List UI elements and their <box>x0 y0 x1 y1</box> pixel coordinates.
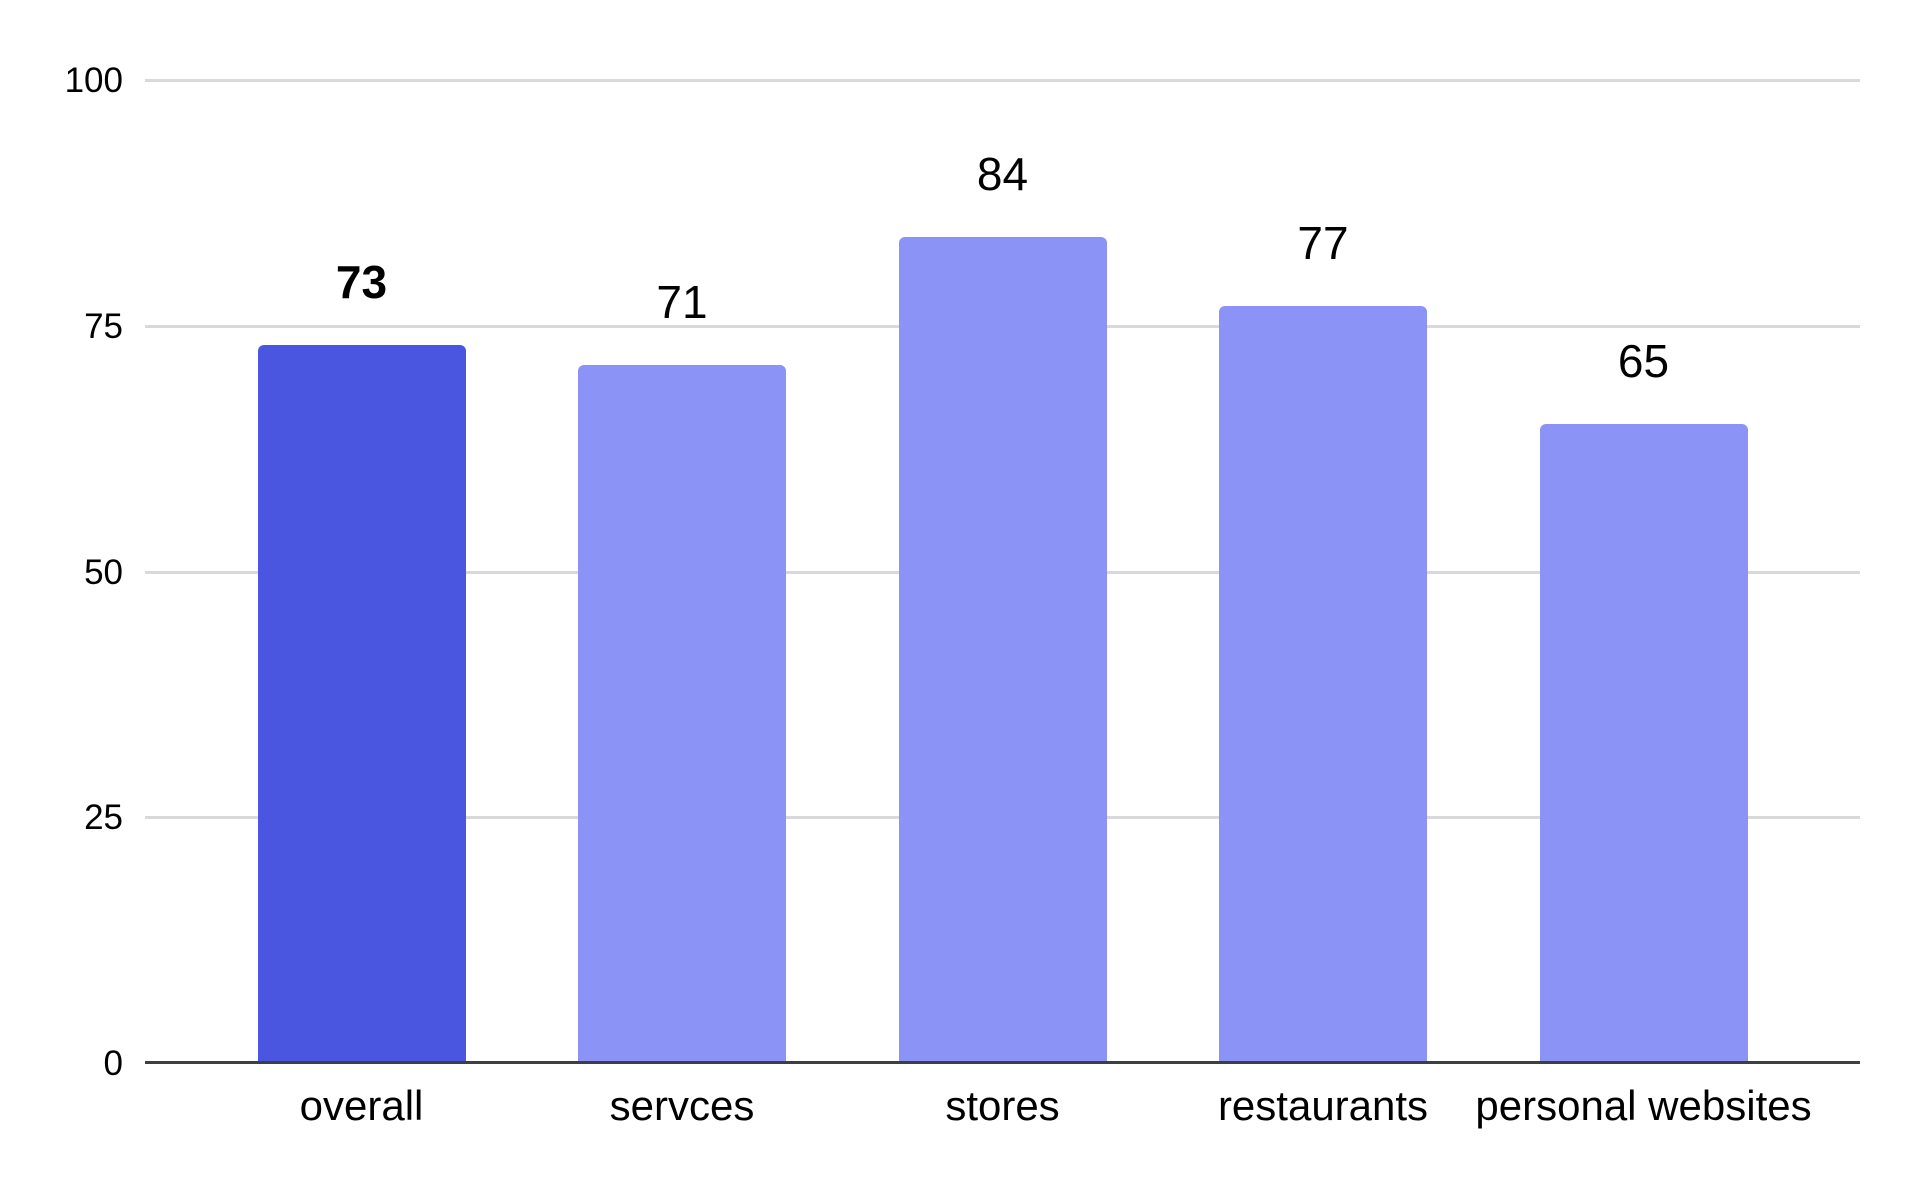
bar-overall[interactable]: 73 overall <box>257 259 466 1127</box>
bar-value-label: 65 <box>1617 335 1670 388</box>
bar-restaurants[interactable]: 77 restaurants <box>1218 220 1428 1126</box>
y-axis-tick-label: 0 <box>103 1044 123 1083</box>
bar-value-label: 73 <box>335 256 388 309</box>
y-axis-tick-label: 100 <box>64 61 123 100</box>
y-axis-tick-label: 25 <box>84 798 123 838</box>
y-axis-tick-label: 75 <box>84 306 123 346</box>
x-axis-category-label: restaurants <box>1217 1082 1429 1129</box>
x-axis-line <box>145 1061 1860 1064</box>
bar-servces[interactable]: 71 servces <box>578 279 786 1127</box>
bar-value-label: 71 <box>656 276 708 329</box>
bars-container: 73 overall 71 servces 84 stores 77 restaurants 6… <box>145 80 1860 1127</box>
x-axis-category-label: stores <box>945 1082 1060 1129</box>
y-axis-tick-label: 50 <box>84 552 123 592</box>
x-axis-category-label: overall <box>299 1082 424 1129</box>
bar-stores[interactable]: 84 stores <box>898 151 1107 1127</box>
bar-personal-websites[interactable]: 65 personal websites <box>1475 338 1811 1126</box>
x-axis-category-label: personal websites <box>1475 1082 1812 1129</box>
x-axis-category-label: servces <box>609 1082 755 1129</box>
plot-area: 73 overall 71 servces 84 stores 77 restaurants 6… <box>145 79 1860 1127</box>
bar-value-label: 77 <box>1297 217 1349 270</box>
gridline <box>145 79 1860 82</box>
bar-value-label: 84 <box>976 148 1029 201</box>
